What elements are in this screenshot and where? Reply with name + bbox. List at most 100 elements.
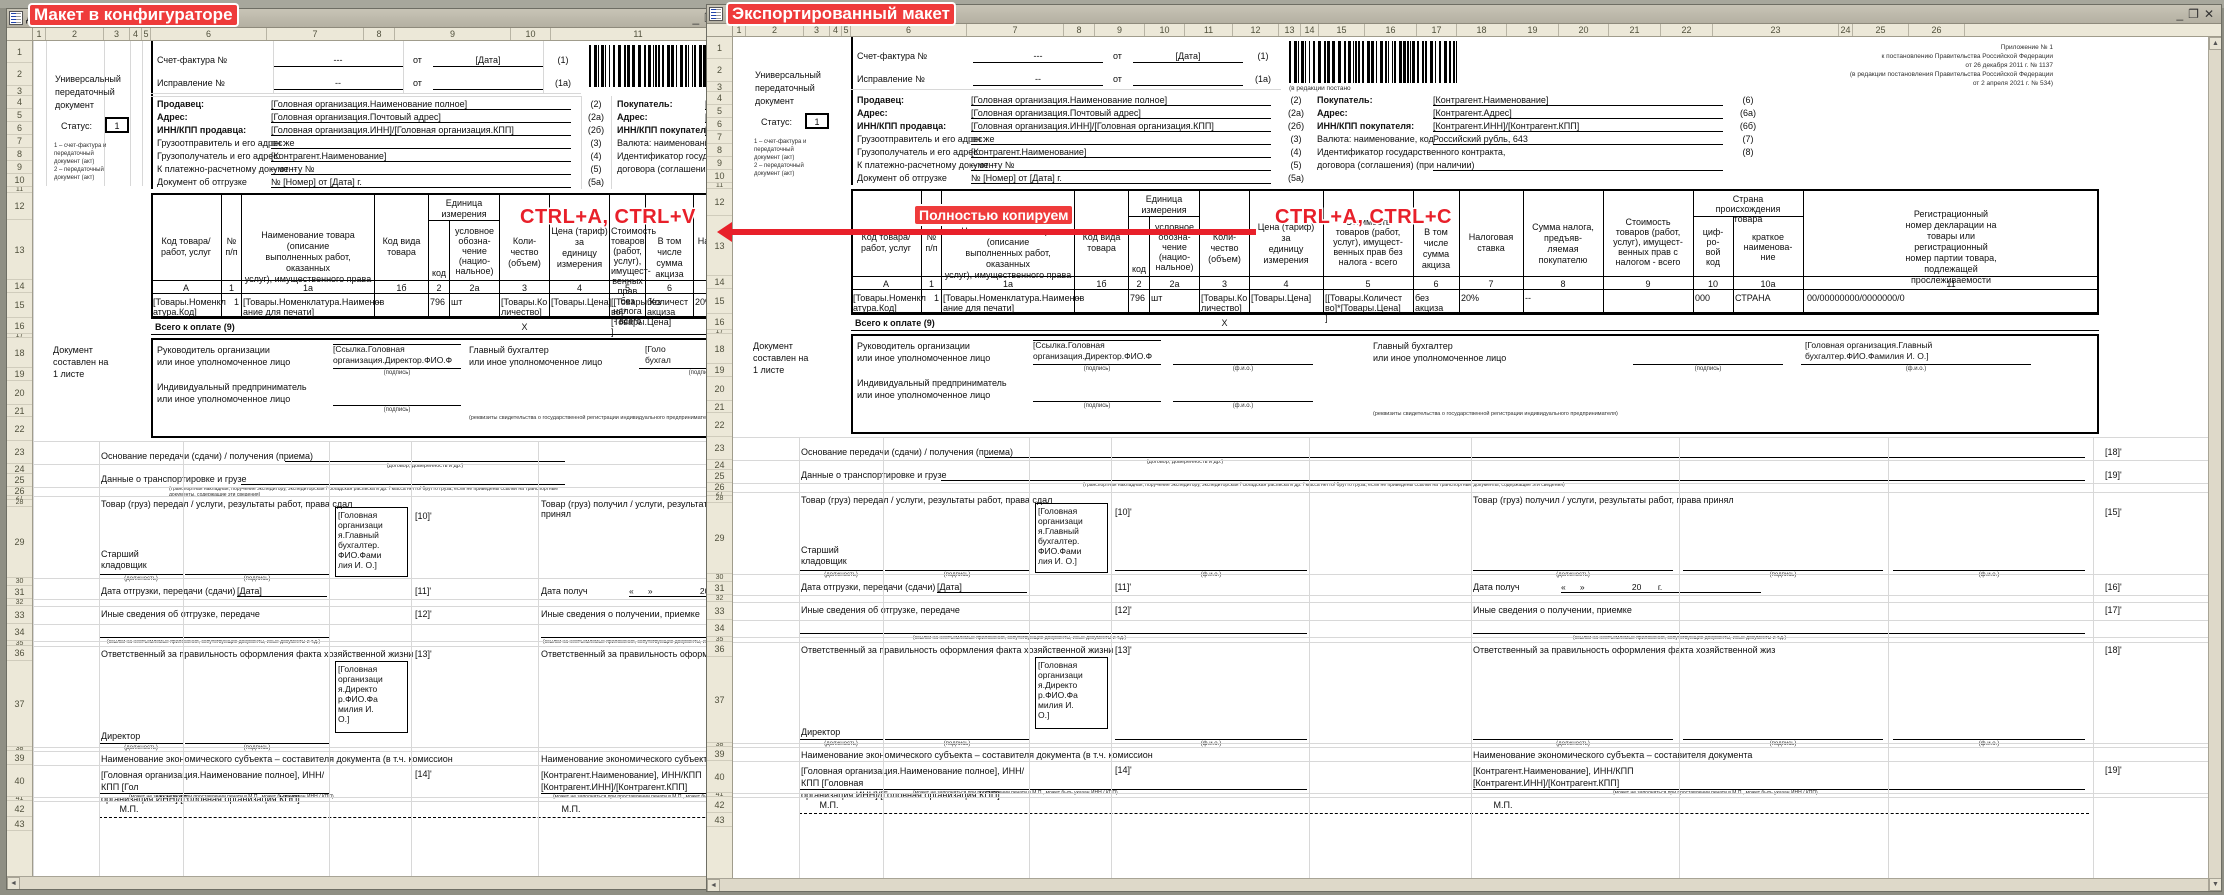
row-header-14[interactable]: 14 — [7, 280, 32, 293]
col-6[interactable]: 6 — [151, 28, 267, 40]
row-header-6[interactable]: 6 — [707, 118, 732, 131]
col-header-8[interactable]: 8 — [1064, 24, 1095, 36]
row-header-14[interactable]: 14 — [707, 276, 732, 289]
row-header-19[interactable]: 19 — [7, 368, 32, 381]
col-header-25[interactable]: 25 — [1853, 24, 1909, 36]
row-header-42[interactable]: 42 — [707, 797, 732, 813]
row-header-2[interactable]: 2 — [7, 63, 32, 86]
row-header-7[interactable]: 7 — [707, 131, 732, 144]
row-header-13[interactable]: 13 — [707, 216, 732, 276]
row-header-3[interactable]: 3 — [7, 86, 32, 96]
row-header-41[interactable]: 41 — [7, 797, 32, 801]
row-header-33[interactable]: 33 — [7, 606, 32, 624]
col-header-23[interactable]: 23 — [1713, 24, 1839, 36]
left-horizontal-scrollbar[interactable]: ◄ — [7, 876, 724, 889]
col-header-13[interactable]: 13 — [1279, 24, 1301, 36]
row-header-10[interactable]: 10 — [707, 170, 732, 183]
row-header-4[interactable]: 4 — [7, 96, 32, 109]
row-header-36[interactable]: 36 — [7, 646, 32, 661]
right-window[interactable]: Документ1 (Таблица) _ ❐ ✕ 12345678910111… — [706, 4, 2222, 892]
col-9[interactable]: 9 — [395, 28, 511, 40]
row-header-33[interactable]: 33 — [707, 602, 732, 620]
row-header-23[interactable]: 23 — [7, 441, 32, 464]
col-7[interactable]: 7 — [267, 28, 364, 40]
row-header-15[interactable]: 15 — [707, 289, 732, 314]
row-header-28[interactable]: 28 — [7, 499, 32, 507]
row-header-11[interactable]: 11 — [7, 187, 32, 193]
row-header-40[interactable]: 40 — [707, 761, 732, 793]
right-close-button[interactable]: ✕ — [2203, 7, 2214, 21]
row-header-16[interactable]: 16 — [707, 314, 732, 330]
col-header-2[interactable]: 2 — [746, 24, 804, 36]
row-header-29[interactable]: 29 — [7, 507, 32, 578]
col-5[interactable]: 5 — [142, 28, 151, 40]
right-row-headers[interactable]: 1 2 3 4 5 6 7 8 9 10 11 12 13 14 15 16 17 18 19 20 21 22 23 24 2… — [707, 37, 733, 891]
right-column-headers[interactable]: 1 2 3 4 5 6 7 8 9 10 11 12 13 14 15 16 17 18 19 20 21 22 23 24 2… — [707, 24, 2221, 37]
row-header-42[interactable]: 42 — [7, 801, 32, 817]
col-header-10[interactable]: 10 — [1145, 24, 1185, 36]
row-header-37[interactable]: 37 — [707, 657, 732, 743]
col-header-12[interactable]: 12 — [1233, 24, 1279, 36]
row-header-8[interactable]: 8 — [7, 148, 32, 161]
col-1[interactable]: 1 — [33, 28, 46, 40]
col-header-14[interactable]: 14 — [1301, 24, 1319, 36]
row-header-31[interactable]: 31 — [707, 582, 732, 595]
col-header-4[interactable]: 4 — [830, 24, 842, 36]
row-header-43[interactable]: 43 — [7, 817, 32, 831]
col-header-20[interactable]: 20 — [1559, 24, 1609, 36]
right-sheet-canvas[interactable]: Счет-фактура № --- от [Дата] (1) Исправл… — [733, 37, 2221, 891]
row-header-29[interactable]: 29 — [707, 503, 732, 574]
row-header-39[interactable]: 39 — [7, 751, 32, 765]
row-header-40[interactable]: 40 — [7, 765, 32, 797]
col-header-6[interactable]: 6 — [851, 24, 967, 36]
row-header-19[interactable]: 19 — [707, 364, 732, 377]
row-header-38[interactable]: 38 — [7, 747, 32, 751]
right-vertical-scrollbar[interactable]: ▲ ▼ — [2208, 37, 2221, 891]
row-header-35[interactable]: 35 — [707, 637, 732, 642]
scroll-left-button[interactable]: ◄ — [7, 877, 20, 889]
row-header-38[interactable]: 38 — [707, 743, 732, 747]
row-header-24[interactable]: 24 — [7, 464, 32, 474]
col-11[interactable]: 11 — [551, 28, 726, 40]
col-8[interactable]: 8 — [364, 28, 395, 40]
row-header-43[interactable]: 43 — [707, 813, 732, 827]
r-scroll-left-button[interactable]: ◄ — [707, 879, 720, 891]
row-header-15[interactable]: 15 — [7, 293, 32, 318]
row-header-11[interactable]: 11 — [707, 183, 732, 189]
left-row-headers[interactable]: 1 2 3 4 5 6 7 8 9 10 11 12 13 14 15 16 17 18 19 20 21 22 23 24 2… — [7, 41, 33, 889]
row-header-32[interactable]: 32 — [7, 599, 32, 606]
col-header-1[interactable]: 1 — [733, 24, 746, 36]
row-header-34[interactable]: 34 — [7, 624, 32, 641]
row-header-23[interactable]: 23 — [707, 437, 732, 460]
col-header-18[interactable]: 18 — [1457, 24, 1507, 36]
left-spreadsheet[interactable]: 1 2 3 4 5 6 7 8 9 10 11 1 2 3 4 5 6 7 8 9 10 11 12 1… — [7, 28, 737, 889]
row-header-30[interactable]: 30 — [7, 578, 32, 586]
row-header-12[interactable]: 12 — [707, 189, 732, 216]
col-header-3[interactable]: 3 — [804, 24, 830, 36]
row-header-25[interactable]: 25 — [707, 470, 732, 483]
row-header-9[interactable]: 9 — [707, 157, 732, 170]
row-header-16[interactable]: 16 — [7, 318, 32, 334]
col-header-21[interactable]: 21 — [1609, 24, 1661, 36]
row-header-39[interactable]: 39 — [707, 747, 732, 761]
left-window[interactable]: Документ Документ1: ПечатнаяФорма _ ❐ ✕ … — [6, 8, 738, 890]
left-sheet-canvas[interactable]: Счет-фактура № --- от [Дата] (1) Исправл… — [33, 41, 737, 889]
col-10[interactable]: 10 — [511, 28, 551, 40]
col-header-22[interactable]: 22 — [1661, 24, 1713, 36]
row-header-9[interactable]: 9 — [7, 161, 32, 174]
row-header-10[interactable]: 10 — [7, 174, 32, 187]
row-header-5[interactable]: 5 — [7, 109, 32, 122]
row-header-26[interactable]: 26 — [7, 487, 32, 496]
row-header-35[interactable]: 35 — [7, 641, 32, 646]
col-header-26[interactable]: 26 — [1909, 24, 1965, 36]
row-header-22[interactable]: 22 — [7, 417, 32, 441]
left-minimize-button[interactable]: _ — [692, 11, 700, 25]
col-3[interactable]: 3 — [104, 28, 130, 40]
row-header-31[interactable]: 31 — [7, 586, 32, 599]
col-header-15[interactable]: 15 — [1319, 24, 1365, 36]
row-header-17[interactable]: 17 — [707, 330, 732, 334]
row-header-5[interactable]: 5 — [707, 105, 732, 118]
right-minimize-button[interactable]: _ — [2176, 7, 2184, 21]
col-2[interactable]: 2 — [46, 28, 104, 40]
left-column-headers[interactable]: 1 2 3 4 5 6 7 8 9 10 11 — [7, 28, 737, 41]
